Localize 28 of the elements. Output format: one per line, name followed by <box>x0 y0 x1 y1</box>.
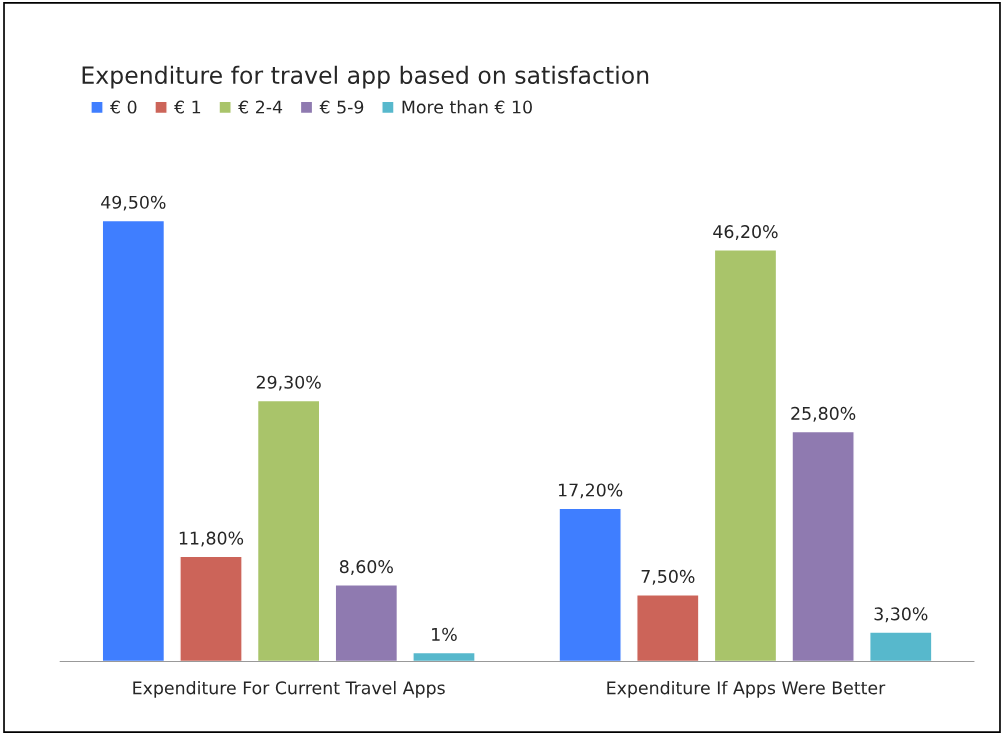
data-label: 8,60% <box>339 560 393 575</box>
bar <box>791 430 855 662</box>
data-label: 46,20% <box>713 225 778 240</box>
data-label: 7,50% <box>641 569 695 585</box>
legend-label: € 1 <box>174 100 201 114</box>
x-tick-label: Expenditure If Apps Were Better <box>607 680 886 698</box>
bar <box>412 651 476 662</box>
data-label: 25,80% <box>791 406 856 422</box>
data-label: 1% <box>432 627 457 641</box>
bar <box>256 399 321 662</box>
bar <box>334 584 399 662</box>
data-label: 17,20% <box>558 483 623 499</box>
x-tick-label: Expenditure For Current Travel Apps <box>133 680 445 698</box>
legend-label: € 2-4 <box>238 100 283 114</box>
bar <box>636 593 700 662</box>
legend-label: € 5-9 <box>319 100 364 114</box>
data-label: 11,80% <box>179 531 244 547</box>
bar <box>101 219 166 662</box>
bar <box>558 507 622 662</box>
bar <box>179 555 243 662</box>
legend-label: More than € 10 <box>402 100 532 114</box>
data-label: 3,30% <box>874 607 928 623</box>
bar <box>869 631 933 662</box>
chart-title: Expenditure for travel app based on satisfaction <box>82 65 649 89</box>
data-label: 29,30% <box>256 375 321 391</box>
bar <box>713 249 778 662</box>
legend-label: € 0 <box>110 100 137 114</box>
data-label: 49,50% <box>101 195 166 211</box>
